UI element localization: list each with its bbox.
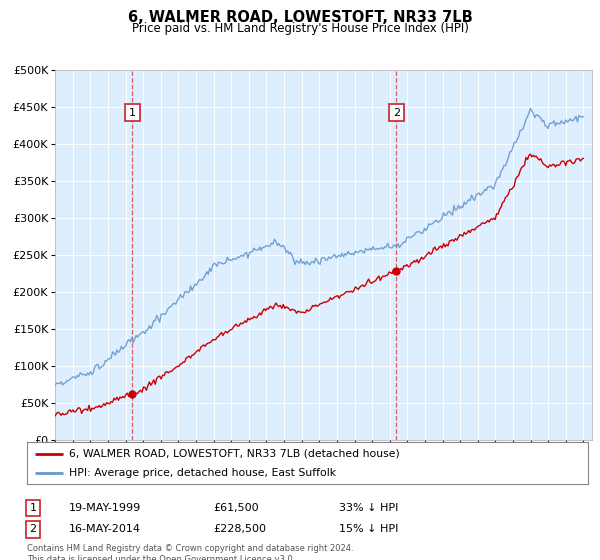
Text: 19-MAY-1999: 19-MAY-1999 [69,503,141,513]
Text: £61,500: £61,500 [213,503,259,513]
Text: 2: 2 [29,524,37,534]
Text: £228,500: £228,500 [213,524,266,534]
Text: 2: 2 [393,108,400,118]
Text: 16-MAY-2014: 16-MAY-2014 [69,524,141,534]
Text: HPI: Average price, detached house, East Suffolk: HPI: Average price, detached house, East… [69,468,336,478]
Text: 15% ↓ HPI: 15% ↓ HPI [339,524,398,534]
Text: 1: 1 [129,108,136,118]
Text: 6, WALMER ROAD, LOWESTOFT, NR33 7LB: 6, WALMER ROAD, LOWESTOFT, NR33 7LB [128,10,472,25]
Text: 1: 1 [29,503,37,513]
Text: Price paid vs. HM Land Registry's House Price Index (HPI): Price paid vs. HM Land Registry's House … [131,22,469,35]
Text: 6, WALMER ROAD, LOWESTOFT, NR33 7LB (detached house): 6, WALMER ROAD, LOWESTOFT, NR33 7LB (det… [69,449,400,459]
Text: Contains HM Land Registry data © Crown copyright and database right 2024.
This d: Contains HM Land Registry data © Crown c… [27,544,353,560]
Text: 33% ↓ HPI: 33% ↓ HPI [339,503,398,513]
